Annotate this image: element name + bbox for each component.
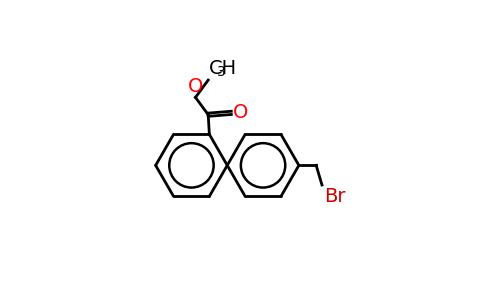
Text: CH: CH xyxy=(209,59,237,78)
Text: Br: Br xyxy=(324,187,345,206)
Text: O: O xyxy=(233,103,248,122)
Text: O: O xyxy=(188,77,203,96)
Text: 3: 3 xyxy=(216,65,225,80)
